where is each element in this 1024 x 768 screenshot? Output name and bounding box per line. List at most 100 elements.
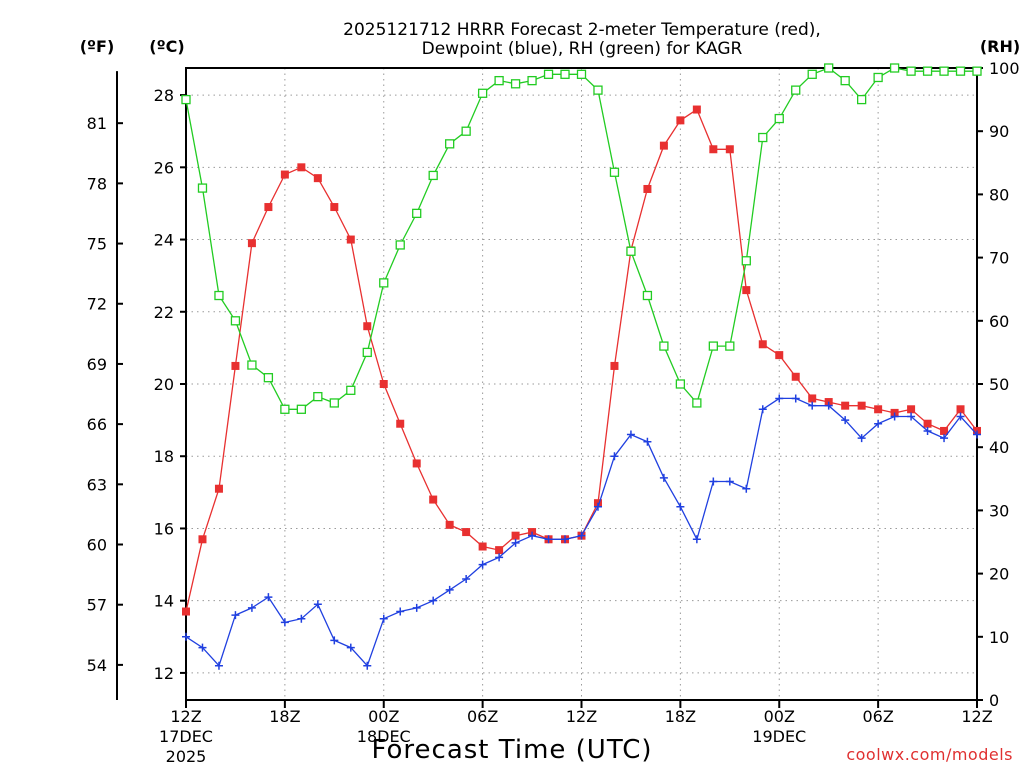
dewpoint-point (495, 553, 504, 562)
x-tick-date: 18DEC (357, 727, 411, 746)
x-tick-label: 12Z (961, 707, 992, 726)
rh-point (494, 75, 504, 86)
rh-point (659, 341, 669, 351)
rh-tick-label: 50 (989, 375, 1009, 394)
dewpoint-point (973, 430, 981, 439)
dewpoint-point (462, 575, 471, 584)
rh-point (313, 391, 323, 402)
fahrenheit-tick-label: 63 (87, 475, 107, 494)
2-meter-temperature-point (231, 361, 240, 370)
fahrenheit-tick-label: 72 (87, 295, 107, 314)
rh-point (626, 246, 636, 256)
dewpoint-point (231, 611, 240, 620)
2-meter-temperature-point (214, 484, 223, 493)
dewpoint-point (511, 538, 520, 547)
2-meter-temperature-point (956, 405, 965, 414)
rh-point (939, 66, 949, 76)
rh-point (263, 373, 274, 383)
2-meter-temperature-point (313, 174, 322, 183)
2-meter-temperature-point (659, 141, 668, 150)
2-meter-temperature-point (610, 361, 619, 370)
2-meter-temperature-point (346, 235, 355, 244)
rh-point (758, 132, 768, 143)
2-meter-temperature-point (478, 542, 487, 551)
2-meter-temperature-point (874, 405, 883, 414)
fahrenheit-tick-label: 81 (87, 114, 107, 133)
rh-point (230, 316, 241, 326)
dewpoint-point (214, 661, 223, 670)
dewpoint-point (956, 412, 965, 421)
dewpoint-point (709, 477, 718, 486)
dewpoint-point (659, 473, 668, 482)
dewpoint-point (742, 484, 751, 493)
dewpoint-point (725, 477, 734, 486)
rh-point (824, 63, 834, 73)
x-tick-label: 00Z (368, 707, 399, 726)
rh-tick-label: 90 (989, 122, 1009, 141)
2-meter-temperature-point (692, 105, 701, 114)
dewpoint-point (445, 585, 454, 594)
dewpoint-point (692, 535, 701, 544)
celsius-unit-label: (ºC) (149, 37, 184, 56)
celsius-tick-label: 20 (154, 375, 174, 394)
2-meter-temperature-point (247, 239, 256, 248)
fahrenheit-tick-label: 66 (87, 415, 107, 434)
2-meter-temperature-point (725, 145, 734, 154)
rh-point (856, 94, 867, 105)
celsius-tick-label: 26 (154, 158, 174, 177)
rh-point (296, 404, 307, 414)
x-tick-label: 18Z (269, 707, 300, 726)
dewpoint-point (396, 607, 405, 616)
2-meter-temperature-point (412, 459, 421, 468)
dewpoint-point (561, 535, 570, 544)
dewpoint-point (429, 596, 438, 605)
dewpoint-point (857, 434, 866, 443)
credit-text: coolwx.com/models (846, 745, 1013, 764)
rh-point (741, 256, 751, 266)
rh-tick-label: 60 (989, 312, 1009, 331)
2-meter-temperature-point (264, 203, 273, 212)
rh-point (675, 379, 686, 389)
rh-unit-label: (RH) (980, 37, 1020, 56)
2-meter-temperature-point (182, 607, 190, 616)
2-meter-temperature-point (330, 203, 339, 212)
dewpoint-point (544, 535, 553, 544)
rh-point (247, 360, 257, 370)
rh-point (477, 88, 488, 98)
rh-point (543, 69, 554, 79)
2-meter-temperature-point (511, 531, 520, 540)
dewpoint-point (775, 394, 784, 403)
fahrenheit-tick-label: 75 (87, 235, 107, 254)
dewpoint-point (923, 426, 932, 435)
rh-point (955, 66, 966, 76)
rh-point (708, 341, 718, 351)
rh-tick-label: 30 (989, 501, 1009, 520)
2-meter-temperature-point (775, 351, 784, 360)
fahrenheit-tick-label: 78 (87, 174, 107, 193)
dewpoint-point (280, 618, 289, 627)
rh-point (791, 85, 801, 95)
2-meter-temperature-point (379, 380, 388, 388)
rh-point (840, 75, 850, 86)
x-tick-date: 19DEC (752, 727, 806, 746)
2-meter-temperature-point (363, 322, 372, 331)
rh-tick-label: 70 (989, 249, 1009, 268)
2-meter-temperature-point (198, 535, 207, 544)
rh-point (379, 278, 389, 288)
rh-point (725, 341, 735, 351)
2-meter-temperature-point (709, 145, 718, 154)
rh-point (774, 113, 784, 124)
rh-point (527, 75, 537, 86)
x-tick-label: 18Z (665, 707, 696, 726)
x-tick-label: 06Z (467, 707, 498, 726)
rh-point (362, 347, 372, 358)
2-meter-temperature-point (280, 170, 289, 179)
rh-point (329, 398, 339, 408)
dewpoint-point (890, 412, 899, 421)
x-axis-label: Forecast Time (UTC) (371, 735, 652, 765)
fahrenheit-tick-label: 57 (87, 596, 107, 615)
2-meter-temperature-point (907, 405, 916, 414)
rh-point (692, 398, 702, 408)
grid-lines (186, 68, 977, 700)
